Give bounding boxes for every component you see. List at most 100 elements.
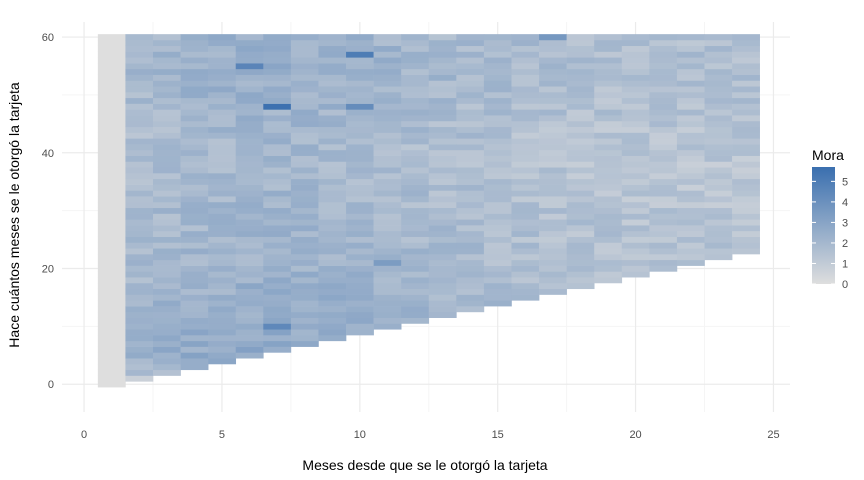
heatmap-tile [676,254,705,261]
heatmap-tile [621,271,650,278]
heatmap-tile [97,363,126,371]
heatmap-tile [594,92,623,99]
heatmap-tile [594,149,623,156]
heatmap-tile [621,144,650,151]
heatmap-tile [208,120,237,128]
heatmap-tile [373,161,402,168]
heatmap-tile [125,346,154,353]
heatmap-tile [428,57,457,64]
heatmap-tile [180,207,209,214]
heatmap-tile [290,161,319,168]
heatmap-tile [732,184,760,191]
heatmap-tile [208,346,237,353]
heatmap-tile [97,358,126,365]
heatmap-tile [153,80,181,87]
heatmap-tile [346,51,374,58]
heatmap-tile [649,254,678,261]
heatmap-tile [290,80,319,87]
heatmap-tile [594,242,623,249]
heatmap-tile [235,201,264,209]
heatmap-tile [97,34,126,41]
heatmap-tile [153,225,181,232]
heatmap-tile [318,288,347,295]
heatmap-tile [621,184,650,191]
heatmap-tile [125,103,154,110]
heatmap-tile [373,144,402,151]
heatmap-tile [125,63,154,70]
heatmap-tile [594,120,623,128]
heatmap-tile [704,178,733,185]
heatmap-tile [97,103,126,110]
heatmap-tile [235,132,264,139]
heatmap-tile [483,109,512,116]
heatmap-tile [180,254,209,261]
heatmap-tile [208,201,237,209]
heatmap-tile [153,178,181,185]
heatmap-tile [97,288,126,295]
heatmap-tile [401,149,430,156]
heatmap-tile [456,120,485,128]
heatmap-tile [235,300,264,307]
heatmap-tile [594,254,623,261]
heatmap-tile [373,225,402,232]
heatmap-tile [428,144,457,151]
heatmap-tile [566,103,595,110]
heatmap-tile [208,86,237,93]
heatmap-tile [401,115,430,122]
heatmap-tile [153,363,181,371]
heatmap-tile [97,300,126,307]
heatmap-tile [290,103,319,110]
legend-tick-label: 3 [842,217,848,229]
heatmap-tile [483,277,512,284]
heatmap-tile [456,213,485,220]
heatmap-tile [401,317,430,324]
heatmap-tile [373,178,402,185]
heatmap-tile [539,265,567,272]
heatmap-tile [621,74,650,81]
heatmap-tile [346,323,374,330]
heatmap-tile [263,57,292,64]
heatmap-tile [97,161,126,168]
heatmap-tile [704,207,733,214]
heatmap-tile [290,213,319,220]
heatmap-tile [97,225,126,232]
heatmap-tile [153,323,181,330]
heatmap-tile [318,45,347,52]
heatmap-tile [263,196,292,203]
heatmap-tile [290,132,319,139]
heatmap-tile [566,138,595,145]
heatmap-tile [125,254,154,261]
heatmap-tile [621,201,650,209]
heatmap-tile [208,277,237,284]
heatmap-tile [428,138,457,145]
heatmap-tile [704,126,733,133]
heatmap-tile [649,184,678,191]
heatmap-tile [346,271,374,278]
heatmap-tile [346,144,374,151]
heatmap-tile [97,86,126,93]
heatmap-tile [594,213,623,220]
heatmap-tile [346,184,374,191]
heatmap-tile [235,230,264,237]
heatmap-tile [153,219,181,226]
heatmap-tile [263,190,292,197]
heatmap-tile [346,277,374,284]
heatmap-tile [208,335,237,342]
heatmap-tile [704,225,733,232]
heatmap-tile [621,80,650,87]
heatmap-tile [208,126,237,133]
heatmap-tile [290,207,319,214]
heatmap-tile [539,236,567,243]
heatmap-tile [373,109,402,116]
heatmap-tile [263,323,292,330]
heatmap-tile [318,155,347,162]
heatmap-tile [704,86,733,93]
heatmap-tile [456,149,485,156]
heatmap-tile [318,39,347,47]
heatmap-tile [318,184,347,191]
heatmap-tile [539,248,567,255]
heatmap-tile [483,74,512,81]
legend-title: Mora [812,147,844,163]
heatmap-tile [456,51,485,58]
heatmap-tile [428,282,457,290]
